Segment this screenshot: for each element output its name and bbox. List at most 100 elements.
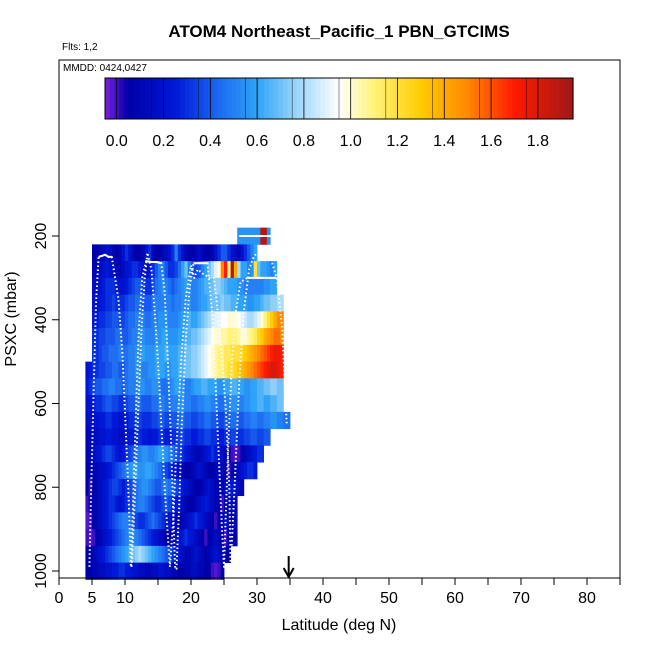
heatmap-cell — [167, 462, 172, 480]
colorbar-cell — [226, 78, 232, 119]
heatmap-cell — [171, 428, 175, 446]
heatmap-cell — [197, 378, 202, 396]
heatmap-cell — [233, 529, 238, 547]
heatmap-cell — [250, 411, 255, 430]
heatmap-cell — [144, 445, 149, 463]
heatmap-cell — [161, 411, 165, 430]
heatmap-cell — [131, 545, 136, 564]
heatmap-cell — [181, 562, 185, 580]
heatmap-cell — [243, 445, 248, 463]
heatmap-cell — [210, 512, 215, 530]
heatmap-cell — [191, 277, 195, 296]
heatmap-cell — [111, 545, 116, 564]
heatmap-cell — [286, 411, 291, 430]
heatmap-cell — [266, 428, 271, 446]
heatmap-cell — [273, 361, 278, 379]
heatmap-cell — [184, 361, 189, 379]
heatmap-cell — [174, 328, 179, 346]
heatmap-cell — [111, 344, 116, 363]
heatmap-cell — [273, 328, 278, 346]
heatmap-cell — [115, 261, 119, 279]
heatmap-cell — [111, 562, 116, 580]
heatmap-cell — [227, 428, 231, 446]
x-tick-label: 5 — [88, 590, 97, 607]
heatmap-cell — [101, 244, 106, 262]
heatmap-cell — [197, 529, 202, 547]
heatmap-cell — [128, 261, 132, 279]
heatmap-cell — [98, 512, 103, 530]
heatmap-cell — [224, 495, 228, 513]
heatmap-cell — [148, 311, 152, 329]
heatmap-cell — [115, 462, 119, 480]
heatmap-cell — [148, 344, 152, 363]
heatmap-cell — [243, 462, 248, 480]
heatmap-cell — [121, 378, 126, 396]
heatmap-cell — [167, 277, 172, 296]
heatmap-cell — [237, 462, 241, 480]
heatmap-cell — [177, 478, 182, 497]
heatmap-cell — [131, 562, 136, 580]
heatmap-cell — [125, 378, 129, 396]
heatmap-cell — [181, 445, 185, 463]
heatmap-cell — [197, 361, 202, 379]
heatmap-cell — [134, 395, 139, 413]
heatmap-cell — [171, 361, 175, 379]
colorbar-cell — [165, 78, 172, 119]
heatmap-cell — [167, 311, 172, 329]
heatmap-cell — [247, 411, 251, 430]
heatmap-cell — [240, 462, 245, 480]
heatmap-cell — [167, 395, 172, 413]
heatmap-cell — [105, 395, 109, 413]
heatmap-cell — [194, 478, 198, 497]
heatmap-cell — [158, 445, 162, 463]
heatmap-cell — [167, 445, 172, 463]
heatmap-cell — [233, 244, 238, 262]
heatmap-cell — [151, 261, 156, 279]
heatmap-cell — [158, 361, 162, 379]
heatmap-cell — [134, 512, 139, 530]
heatmap-cell — [207, 261, 212, 279]
heatmap-cell — [111, 277, 116, 296]
heatmap-cell — [92, 328, 96, 346]
heatmap-cell — [220, 428, 225, 446]
heatmap-cell — [200, 512, 205, 530]
colorbar-cell — [376, 78, 382, 119]
heatmap-cell — [207, 529, 212, 547]
heatmap-cell — [224, 361, 228, 379]
heatmap-cell — [237, 328, 241, 346]
heatmap-cell — [108, 428, 113, 446]
heatmap-cell — [207, 378, 212, 396]
heatmap-cell — [184, 277, 189, 296]
heatmap-cell — [161, 562, 165, 580]
heatmap-cell — [237, 294, 241, 312]
heatmap-cell — [177, 562, 182, 580]
heatmap-cell — [280, 311, 284, 329]
heatmap-cell — [164, 344, 169, 363]
heatmap-cell — [131, 495, 136, 513]
heatmap-cell — [167, 562, 172, 580]
heatmap-cell — [237, 227, 241, 245]
heatmap-cell — [273, 311, 278, 329]
heatmap-cell — [187, 495, 192, 513]
colorbar-cell — [479, 78, 485, 119]
heatmap-cell — [88, 462, 93, 480]
heatmap-cell — [237, 311, 241, 329]
heatmap-cell — [184, 512, 189, 530]
heatmap-cell — [101, 428, 106, 446]
heatmap-cell — [108, 411, 113, 430]
heatmap-cell — [217, 294, 222, 312]
heatmap-cell — [174, 478, 179, 497]
heatmap-cell — [257, 428, 261, 446]
heatmap-cell — [167, 344, 172, 363]
heatmap-cell — [151, 361, 156, 379]
heatmap-cell — [230, 244, 235, 262]
heatmap-cell — [217, 495, 222, 513]
heatmap-cell — [144, 395, 149, 413]
heatmap-cell — [177, 344, 182, 363]
heatmap-cell — [177, 311, 182, 329]
heatmap-cell — [194, 462, 198, 480]
heatmap-cell — [144, 378, 149, 396]
heatmap-cell — [184, 529, 189, 547]
heatmap-cell — [177, 361, 182, 379]
colorbar-cell — [474, 78, 480, 119]
